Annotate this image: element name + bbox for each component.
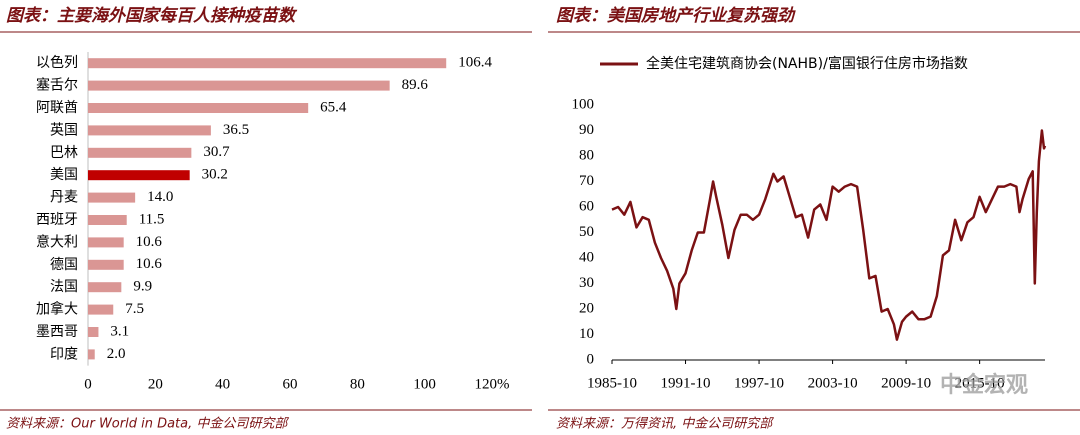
value-label: 3.1: [110, 323, 129, 339]
y-tick-label: 40: [579, 249, 594, 265]
bar: [88, 304, 114, 315]
y-tick-label: 以色列: [36, 54, 78, 71]
x-tick-label: 40: [215, 376, 230, 392]
x-tick-label: 2015-10: [955, 375, 1005, 391]
y-tick-label: 80: [579, 147, 594, 163]
value-label: 10.6: [136, 234, 163, 250]
y-tick-label: 50: [579, 224, 594, 240]
bar: [88, 192, 136, 203]
bar: [88, 103, 309, 113]
x-tick-label: 1991-10: [661, 375, 711, 391]
y-tick-label: 美国: [50, 167, 78, 183]
x-tick-label: 100: [413, 376, 436, 392]
value-label: 9.9: [133, 279, 152, 295]
x-tick-label: 0: [84, 376, 92, 392]
y-tick-label: 西班牙: [36, 212, 78, 228]
y-tick-label: 100: [572, 96, 595, 112]
x-tick-label: 1997-10: [734, 375, 784, 391]
bar: [88, 147, 192, 158]
y-tick-label: 意大利: [36, 233, 78, 250]
bar: [88, 282, 122, 293]
bar: [88, 327, 99, 337]
line-series: [611, 129, 1047, 341]
x-tick-label: 120%: [475, 376, 510, 392]
y-tick-label: 墨西哥: [36, 324, 78, 340]
y-tick-label: 90: [579, 122, 594, 138]
bar: [88, 349, 95, 360]
y-tick-label: 60: [579, 198, 594, 214]
y-tick-label: 0: [587, 351, 595, 367]
value-label: 7.5: [125, 301, 144, 317]
value-label: 36.5: [223, 122, 249, 138]
watermark: 中金宏观: [940, 372, 1028, 398]
value-label: 30.7: [203, 144, 230, 160]
bar: [88, 80, 390, 91]
y-tick-label: 英国: [50, 121, 78, 138]
y-tick-label: 10: [579, 326, 594, 342]
value-label: 11.5: [139, 211, 165, 227]
y-tick-label: 法国: [50, 279, 78, 295]
value-label: 14.0: [147, 189, 173, 205]
y-tick-label: 丹麦: [50, 190, 78, 206]
y-tick-label: 德国: [50, 257, 78, 273]
y-tick-label: 加拿大: [36, 301, 78, 318]
value-label: 2.0: [107, 346, 126, 362]
x-tick-label: 2003-10: [808, 375, 858, 391]
bar: [88, 170, 190, 181]
bar: [88, 237, 124, 248]
x-tick-label: 60: [283, 376, 298, 392]
y-tick-label: 20: [579, 300, 594, 316]
x-tick-label: 80: [350, 376, 365, 392]
y-tick-label: 塞舌尔: [36, 77, 78, 94]
value-label: 10.6: [136, 256, 163, 272]
y-tick-label: 印度: [50, 346, 78, 362]
bar: [88, 58, 447, 69]
y-tick-label: 30: [579, 275, 594, 291]
value-label: 106.4: [458, 55, 492, 71]
x-tick-label: 1985-10: [587, 375, 637, 391]
value-label: 30.2: [202, 167, 228, 183]
source-note: 资料来源：Our World in Data, 中金公司研究部: [6, 416, 289, 432]
y-tick-label: 70: [579, 173, 594, 189]
chart-title: 图表：美国房地产行业复苏强劲: [556, 6, 796, 26]
x-tick-label: 2009-10: [881, 375, 931, 391]
bar: [88, 215, 127, 225]
bar: [88, 125, 211, 136]
y-tick-label: 阿联酋: [36, 99, 78, 116]
legend-label: 全美住宅建筑商协会(NAHB)/富国银行住房市场指数: [646, 55, 968, 72]
chart-title: 图表：主要海外国家每百人接种疫苗数: [6, 6, 298, 26]
bar: [88, 259, 124, 270]
value-label: 65.4: [320, 99, 347, 115]
source-note: 资料来源：万得资讯, 中金公司研究部: [556, 416, 774, 432]
x-tick-label: 20: [148, 376, 163, 392]
value-label: 89.6: [402, 77, 429, 93]
y-tick-label: 巴林: [50, 145, 78, 161]
